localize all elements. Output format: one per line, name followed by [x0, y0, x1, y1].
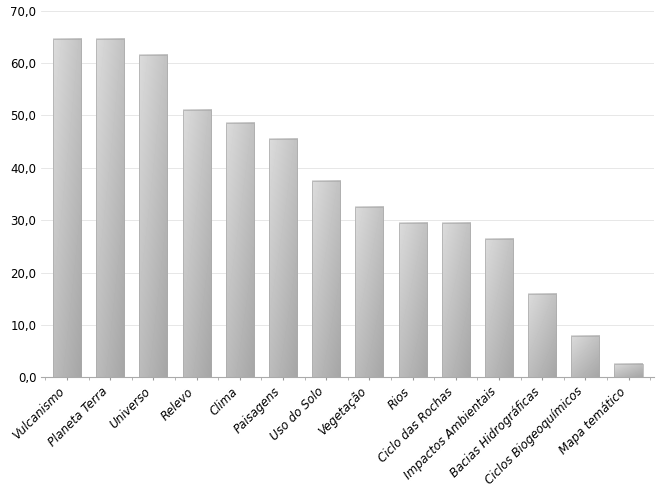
Bar	[96, 39, 124, 378]
Bar	[442, 223, 470, 378]
Bar	[226, 123, 254, 378]
Bar	[269, 139, 297, 378]
Bar	[399, 223, 426, 378]
Bar	[53, 39, 81, 378]
Bar	[485, 239, 513, 378]
Bar	[614, 364, 643, 378]
Bar	[312, 181, 340, 378]
Bar	[183, 110, 211, 378]
Bar	[572, 336, 599, 378]
Bar	[528, 294, 556, 378]
Bar	[139, 55, 168, 378]
Bar	[355, 207, 383, 378]
